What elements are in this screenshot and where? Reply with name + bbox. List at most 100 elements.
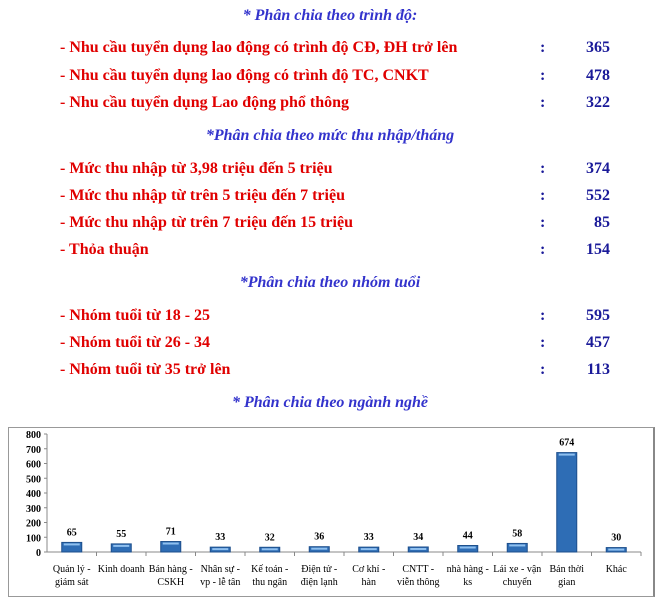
x-tick-label: Bán hàng - (149, 564, 193, 575)
stat-value: 595 (586, 307, 610, 324)
x-tick-label: gian (558, 577, 575, 588)
stat-value: 322 (586, 94, 610, 111)
colon: : (540, 39, 546, 56)
stat-row: - Mức thu nhập từ trên 7 triệu đến 15 tr… (60, 214, 610, 234)
stat-value: 552 (586, 187, 610, 204)
bar-highlight (212, 548, 229, 551)
y-tick-label: 100 (26, 533, 41, 544)
x-tick-label: nhà hàng - (447, 564, 489, 575)
x-tick-label: chuyển (503, 577, 532, 588)
bar-highlight (261, 548, 278, 551)
y-tick-label: 600 (26, 460, 41, 471)
x-tick-label: điện lạnh (301, 577, 338, 588)
stat-value: 85 (594, 214, 610, 231)
section-heading: *Phân chia theo mức thu nhập/tháng (205, 127, 455, 144)
y-tick-label: 700 (26, 445, 41, 456)
bar-highlight (63, 543, 80, 546)
data-label: 30 (611, 533, 621, 544)
stat-value: 374 (586, 160, 610, 177)
stat-row: - Nhu cầu tuyển dụng Lao động phổ thông:… (60, 94, 610, 114)
x-tick-label: Nhân sự - (201, 564, 240, 575)
bar-highlight (608, 548, 625, 551)
x-tick-label: Khác (606, 564, 628, 575)
x-tick-label: Quản lý - (53, 564, 91, 575)
bar (160, 541, 182, 553)
x-tick-label: Cơ khí - (352, 564, 385, 575)
x-tick-label: Kế toán - (251, 564, 288, 575)
data-label: 34 (413, 532, 423, 543)
stat-label: - Mức thu nhập từ trên 7 triệu đến 15 tr… (60, 214, 353, 231)
x-tick-label: CSKH (157, 577, 184, 588)
x-tick-label: viễn thông (397, 577, 440, 588)
bar-highlight (558, 453, 575, 456)
bar (556, 452, 578, 553)
data-label: 65 (67, 527, 77, 538)
data-label: 674 (559, 438, 574, 449)
bar-chart: 0 100 200 300 400 500 600 700 800 65 Quản lý - giám… (8, 427, 655, 597)
stat-row: - Thỏa thuận: 154 (60, 241, 610, 261)
y-tick-label: 400 (26, 489, 41, 500)
section-heading: *Phân chia theo nhóm tuổi (239, 274, 421, 291)
x-tick-label: vp - lễ tân (200, 577, 240, 588)
colon: : (540, 94, 546, 111)
bar-highlight (311, 547, 328, 550)
stat-row: - Nhu cầu tuyển dụng lao động có trình đ… (60, 39, 610, 59)
colon: : (540, 67, 546, 84)
x-tick-label: hàn (362, 577, 376, 588)
stat-row: - Nhu cầu tuyển dụng lao động có trình đ… (60, 67, 610, 87)
stat-row: - Nhóm tuổi từ 26 - 34: 457 (60, 334, 610, 354)
stat-label: - Mức thu nhập từ 3,98 triệu đến 5 triệu (60, 160, 333, 177)
stat-label: - Nhóm tuổi từ 18 - 25 (60, 307, 211, 324)
bar-highlight (410, 547, 427, 550)
x-tick-label: Bán thời (550, 564, 585, 575)
stat-row: - Mức thu nhập từ 3,98 triệu đến 5 triệu… (60, 160, 610, 180)
colon: : (540, 241, 546, 258)
stat-label: - Nhu cầu tuyển dụng lao động có trình đ… (60, 67, 429, 84)
data-label: 33 (215, 532, 225, 543)
x-tick-label: giám sát (55, 577, 89, 588)
stat-value: 365 (586, 39, 610, 56)
bar-highlight (113, 544, 130, 547)
x-tick-label: thu ngân (252, 577, 287, 588)
bar (457, 545, 479, 553)
stat-label: - Mức thu nhập từ trên 5 triệu đến 7 tri… (60, 187, 345, 204)
chart-svg: 0 100 200 300 400 500 600 700 800 65 Quản lý - giám… (26, 430, 642, 588)
stat-row: - Nhóm tuổi từ 18 - 25: 595 (60, 307, 610, 327)
x-tick-label: Kinh doanh (98, 564, 145, 575)
y-tick-label: 300 (26, 504, 41, 515)
data-label: 44 (463, 531, 473, 542)
chart-heading: * Phân chia theo ngành nghề (231, 394, 429, 411)
bar (61, 541, 83, 553)
colon: : (540, 187, 546, 204)
bar (506, 542, 528, 553)
stat-label: - Nhóm tuổi từ 26 - 34 (60, 334, 211, 351)
x-tick-label: CNTT - (402, 564, 434, 575)
data-label: 55 (116, 529, 126, 540)
bar-highlight (459, 546, 476, 549)
x-tick-label: Điện tử - (301, 564, 337, 575)
stat-row: - Nhóm tuổi từ 35 trở lên: 113 (60, 361, 610, 381)
stat-value: 478 (586, 67, 610, 84)
colon: : (540, 361, 546, 378)
bar-highlight (509, 544, 526, 547)
data-label: 71 (166, 527, 176, 538)
data-label: 36 (314, 532, 324, 543)
y-tick-label: 200 (26, 519, 41, 530)
x-tick-label: ks (463, 577, 472, 588)
section-heading: * Phân chia theo trình độ: (242, 7, 418, 24)
stat-value: 154 (586, 241, 610, 258)
stat-label: - Thỏa thuận (60, 241, 149, 258)
stat-value: 457 (586, 334, 610, 351)
bar (110, 543, 132, 553)
stat-label: - Nhóm tuổi từ 35 trở lên (60, 361, 231, 378)
y-tick-label: 500 (26, 474, 41, 485)
data-label: 58 (512, 528, 522, 539)
y-tick-label: 0 (36, 548, 41, 559)
stat-label: - Nhu cầu tuyển dụng Lao động phổ thông (60, 94, 349, 111)
x-tick-label: Lái xe - vận (493, 564, 541, 575)
bar-highlight (162, 542, 179, 545)
y-tick-label: 800 (26, 430, 41, 441)
colon: : (540, 307, 546, 324)
bar-highlight (360, 548, 377, 551)
colon: : (540, 214, 546, 231)
